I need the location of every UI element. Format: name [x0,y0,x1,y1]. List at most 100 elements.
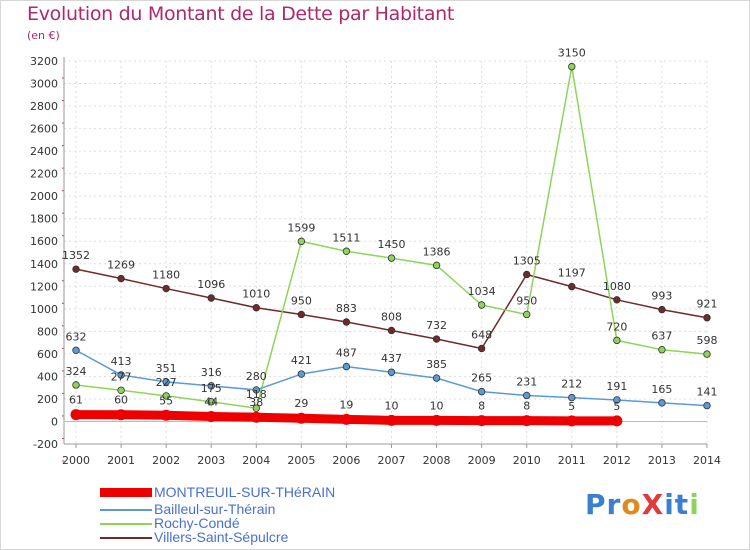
data-point [477,387,486,396]
x-tick-label: 2008 [423,454,451,467]
chart-subtitle: (en €) [27,29,60,42]
logo-letter: i [689,488,700,521]
logo-letter: i [664,488,675,521]
data-point [342,318,351,326]
data-label: 10 [385,399,399,412]
data-label: 175 [201,382,222,395]
data-labels: 1352126911801096101095088380873264813051… [62,47,718,413]
data-label: 732 [426,319,447,332]
x-tick-label: 2010 [513,454,541,467]
data-point [207,382,215,390]
data-point [432,374,441,382]
data-point [207,398,215,406]
x-tick-label: 2013 [648,454,676,467]
data-point [431,414,443,426]
data-point [658,305,666,314]
x-tick-label: 2014 [693,454,721,467]
data-point [70,409,82,421]
data-point [477,301,486,309]
data-label: 277 [111,370,132,383]
axes: -200 0 200 400 600 800 1000 1200 1400 1600 1800 200… [30,55,721,467]
data-point [162,378,170,386]
chart-title: Evolution du Montant de la Dette par Hab… [27,3,455,25]
series-layer [70,62,711,427]
data-point [703,401,711,410]
data-point [658,399,666,407]
data-label: 1080 [603,280,631,293]
data-point [432,261,441,270]
data-point [342,247,351,255]
data-label: 10 [430,399,444,412]
data-label: 1034 [468,285,496,298]
data-label: 1180 [152,269,180,282]
data-label: 413 [111,355,132,368]
data-point [386,414,397,426]
data-label: 808 [381,310,402,323]
data-point [297,237,306,246]
legend-item-villers: Villers-Saint-Sépulcre [100,529,420,546]
logo-letter: P [585,488,607,521]
data-label: 632 [66,330,87,343]
data-label: 1352 [62,249,90,262]
logo-letter: t [674,488,690,521]
data-point [566,415,578,427]
x-tick-label: 2007 [378,454,406,467]
y-tick-label: 2000 [30,190,58,203]
data-label: 385 [426,358,447,371]
data-label: 421 [291,354,312,367]
legend-label: Bailleul-sur-Thérain [154,501,276,517]
data-label: 5 [613,400,620,413]
logo-letter: X [641,488,665,521]
y-tick-label: 1800 [30,213,58,226]
x-tick-label: 2002 [152,454,180,467]
data-label: 883 [336,302,357,315]
y-tick-label: 2600 [30,123,58,136]
data-point [521,415,533,427]
y-tick-label: 2400 [30,145,58,158]
x-tick-label: 2004 [242,454,270,467]
legend-swatch [100,537,152,539]
data-label: 1269 [107,259,135,272]
data-label: 1599 [287,221,315,234]
data-label: 1010 [242,288,270,301]
data-label: 61 [69,394,83,407]
data-label: 19 [339,398,353,411]
data-point [72,265,80,273]
y-tick-label: 1000 [30,303,58,316]
legend-label: Rochy-Condé [154,515,240,531]
data-point [297,310,306,319]
data-point [568,282,576,291]
y-tick-label: 200 [37,393,58,406]
y-tick-label: 800 [37,325,58,338]
y-tick-label: 3000 [30,78,58,91]
data-label: 950 [291,294,312,307]
data-label: 437 [381,352,402,365]
data-label: 8 [523,400,530,413]
data-point [568,62,576,71]
y-tick-label: 600 [37,348,58,361]
data-label: 921 [697,298,718,311]
data-point [658,346,666,354]
x-tick-label: 2006 [332,454,360,467]
data-label: 720 [606,320,627,333]
data-point [523,310,531,319]
data-point [297,370,306,378]
data-point [162,284,170,293]
x-tick-label: 2009 [468,454,496,467]
legend-swatch [100,488,152,497]
data-point [476,415,488,427]
data-label: 191 [606,380,627,393]
data-label: 598 [697,334,718,347]
y-tick-label: 0 [51,415,58,428]
data-point [611,415,623,427]
data-label: 118 [246,388,267,401]
data-label: 487 [336,347,357,360]
proxiti-logo: ProXiti [585,488,700,521]
legend-label: Villers-Saint-Sépulcre [154,529,289,545]
legend-label: MONTREUIL-SUR-THéRAIN [154,484,336,500]
data-label: 44 [204,396,218,409]
data-label: 648 [471,328,492,341]
data-point [252,303,260,312]
data-label: 227 [156,376,177,389]
legend-swatch [100,509,152,511]
